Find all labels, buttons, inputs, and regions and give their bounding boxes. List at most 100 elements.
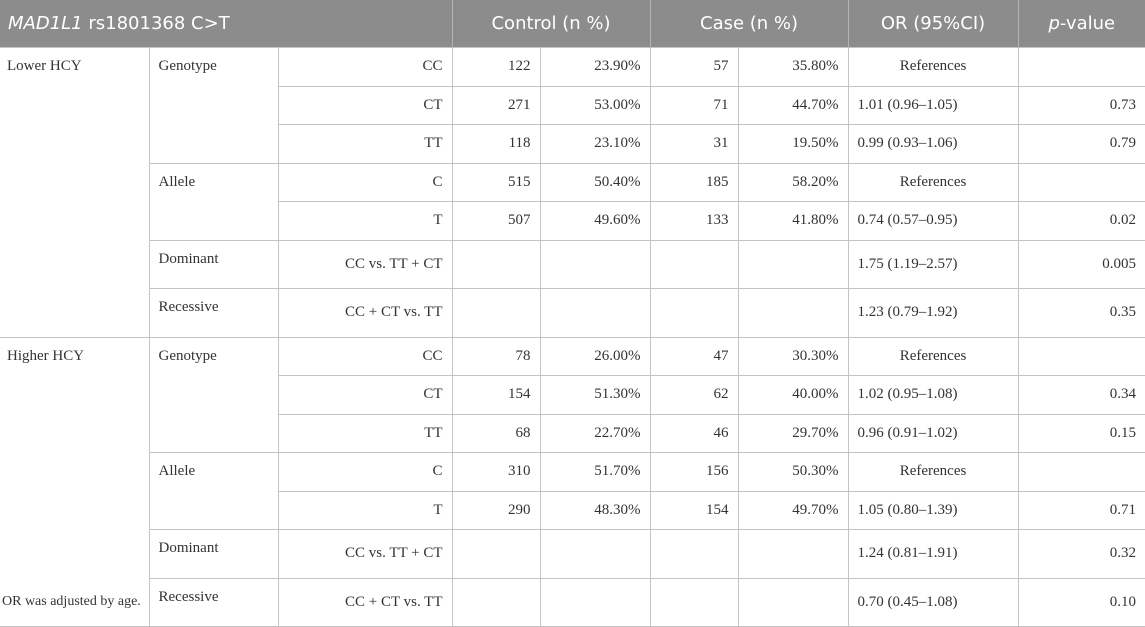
case-percent-cell: 40.00% — [737, 375, 849, 415]
p-value-cell: 0.005 — [1017, 239, 1145, 289]
or-header: OR (95%CI) — [848, 0, 1019, 48]
control-count-cell — [451, 529, 541, 579]
control-percent-cell: 23.10% — [539, 124, 651, 164]
p-value-cell — [1017, 336, 1145, 376]
p-value-cell: 0.35 — [1017, 288, 1145, 338]
odds-ratio-cell: 0.96 (0.91–1.02) — [847, 413, 1019, 453]
group-label: Higher HCY — [0, 336, 150, 627]
table-row: Lower HCY Genotype CC 122 23.90% 57 35.80% Refe… — [0, 47, 1145, 338]
control-count-cell: 271 — [451, 85, 541, 125]
case-count-cell — [649, 239, 739, 289]
case-count-cell: 57 — [649, 47, 739, 87]
snp-header: MAD1L1 rs1801368 C>T — [0, 0, 453, 48]
snp-id: rs1801368 C>T — [82, 13, 230, 34]
control-percent-cell: 23.90% — [539, 47, 651, 87]
case-percent-cell: 41.80% — [737, 201, 849, 241]
case-percent-cell: 49.70% — [737, 490, 849, 530]
case-percent-cell — [737, 529, 849, 579]
gene-name: MAD1L1 — [8, 13, 83, 34]
case-count-cell: 46 — [649, 413, 739, 453]
model-label: Allele — [148, 162, 279, 241]
p-value-cell: 0.79 — [1017, 124, 1145, 164]
table-footnote: OR was adjusted by age. — [2, 594, 141, 609]
case-percent-cell: 58.20% — [737, 162, 849, 202]
case-count-cell: 31 — [649, 124, 739, 164]
genotype-cell: TT — [277, 124, 453, 164]
table-row: Dominant CC vs. TT + CT 1.75 (1.19–2.57) 0.… — [0, 239, 1145, 289]
control-percent-cell: 26.00% — [539, 336, 651, 376]
control-percent-cell: 51.30% — [539, 375, 651, 415]
odds-ratio-cell: References — [847, 452, 1019, 492]
p-value-cell — [1017, 162, 1145, 202]
odds-ratio-cell: 0.70 (0.45–1.08) — [847, 577, 1019, 627]
p-value-header: p-value — [1018, 0, 1145, 48]
p-value-cell — [1017, 452, 1145, 492]
control-count-cell: 290 — [451, 490, 541, 530]
control-percent-cell — [539, 288, 651, 338]
control-header: Control (n %) — [452, 0, 651, 48]
odds-ratio-cell: References — [847, 162, 1019, 202]
model-label: Genotype — [148, 336, 279, 453]
control-count-cell: 154 — [451, 375, 541, 415]
p-value-cell: 0.02 — [1017, 201, 1145, 241]
model-label: Genotype — [148, 47, 279, 164]
table-row: TT 118 23.10% 31 19.50% 0.99 (0.93–1.06) 0.79 — [0, 124, 1145, 164]
odds-ratio-cell: 1.02 (0.95–1.08) — [847, 375, 1019, 415]
table-row: CT 271 53.00% 71 44.70% 1.01 (0.96–1.05) 0.73 — [0, 85, 1145, 125]
case-count-cell — [649, 529, 739, 579]
model-label: Allele — [148, 452, 279, 530]
model-label: Dominant — [148, 529, 279, 579]
case-count-cell: 154 — [649, 490, 739, 530]
p-value-cell: 0.10 — [1017, 577, 1145, 627]
case-count-cell: 133 — [649, 201, 739, 241]
control-count-cell: 118 — [451, 124, 541, 164]
case-percent-cell: 50.30% — [737, 452, 849, 492]
case-percent-cell — [737, 239, 849, 289]
control-count-cell: 68 — [451, 413, 541, 453]
odds-ratio-cell: 1.05 (0.80–1.39) — [847, 490, 1019, 530]
genotype-cell: T — [277, 490, 453, 530]
control-count-cell — [451, 288, 541, 338]
odds-ratio-cell: 0.99 (0.93–1.06) — [847, 124, 1019, 164]
case-percent-cell: 35.80% — [737, 47, 849, 87]
model-label: Dominant — [148, 239, 279, 289]
control-percent-cell: 53.00% — [539, 85, 651, 125]
control-percent-cell: 48.30% — [539, 490, 651, 530]
control-percent-cell: 49.60% — [539, 201, 651, 241]
genotype-cell: CC + CT vs. TT — [277, 288, 453, 338]
case-count-cell: 47 — [649, 336, 739, 376]
case-count-cell: 185 — [649, 162, 739, 202]
control-count-cell — [451, 577, 541, 627]
table-row: Allele C 515 50.40% 185 58.20% References — [0, 162, 1145, 241]
odds-ratio-cell: 1.01 (0.96–1.05) — [847, 85, 1019, 125]
control-percent-cell: 51.70% — [539, 452, 651, 492]
table-row: TT 68 22.70% 46 29.70% 0.96 (0.91–1.02) 0.15 — [0, 413, 1145, 453]
model-label: Recessive — [148, 288, 279, 338]
group-label: Lower HCY — [0, 47, 150, 338]
case-count-cell: 156 — [649, 452, 739, 492]
odds-ratio-cell: References — [847, 47, 1019, 87]
control-count-cell: 515 — [451, 162, 541, 202]
genotype-cell: CC + CT vs. TT — [277, 577, 453, 627]
table-row: Recessive CC + CT vs. TT 1.23 (0.79–1.92) 0… — [0, 288, 1145, 338]
control-percent-cell: 22.70% — [539, 413, 651, 453]
p-value-cell: 0.32 — [1017, 529, 1145, 579]
case-percent-cell — [737, 577, 849, 627]
case-percent-cell — [737, 288, 849, 338]
case-count-cell — [649, 577, 739, 627]
odds-ratio-cell: 1.75 (1.19–2.57) — [847, 239, 1019, 289]
case-percent-cell: 30.30% — [737, 336, 849, 376]
p-value-cell: 0.15 — [1017, 413, 1145, 453]
genotype-cell: CC — [277, 336, 453, 376]
control-percent-cell — [539, 529, 651, 579]
case-count-cell — [649, 288, 739, 338]
control-percent-cell: 50.40% — [539, 162, 651, 202]
case-percent-cell: 44.70% — [737, 85, 849, 125]
table-row: Recessive CC + CT vs. TT 0.70 (0.45–1.08) 0… — [0, 577, 1145, 627]
genotype-cell: CC — [277, 47, 453, 87]
model-label: Recessive — [148, 577, 279, 627]
control-percent-cell — [539, 239, 651, 289]
control-count-cell: 507 — [451, 201, 541, 241]
control-count-cell: 310 — [451, 452, 541, 492]
